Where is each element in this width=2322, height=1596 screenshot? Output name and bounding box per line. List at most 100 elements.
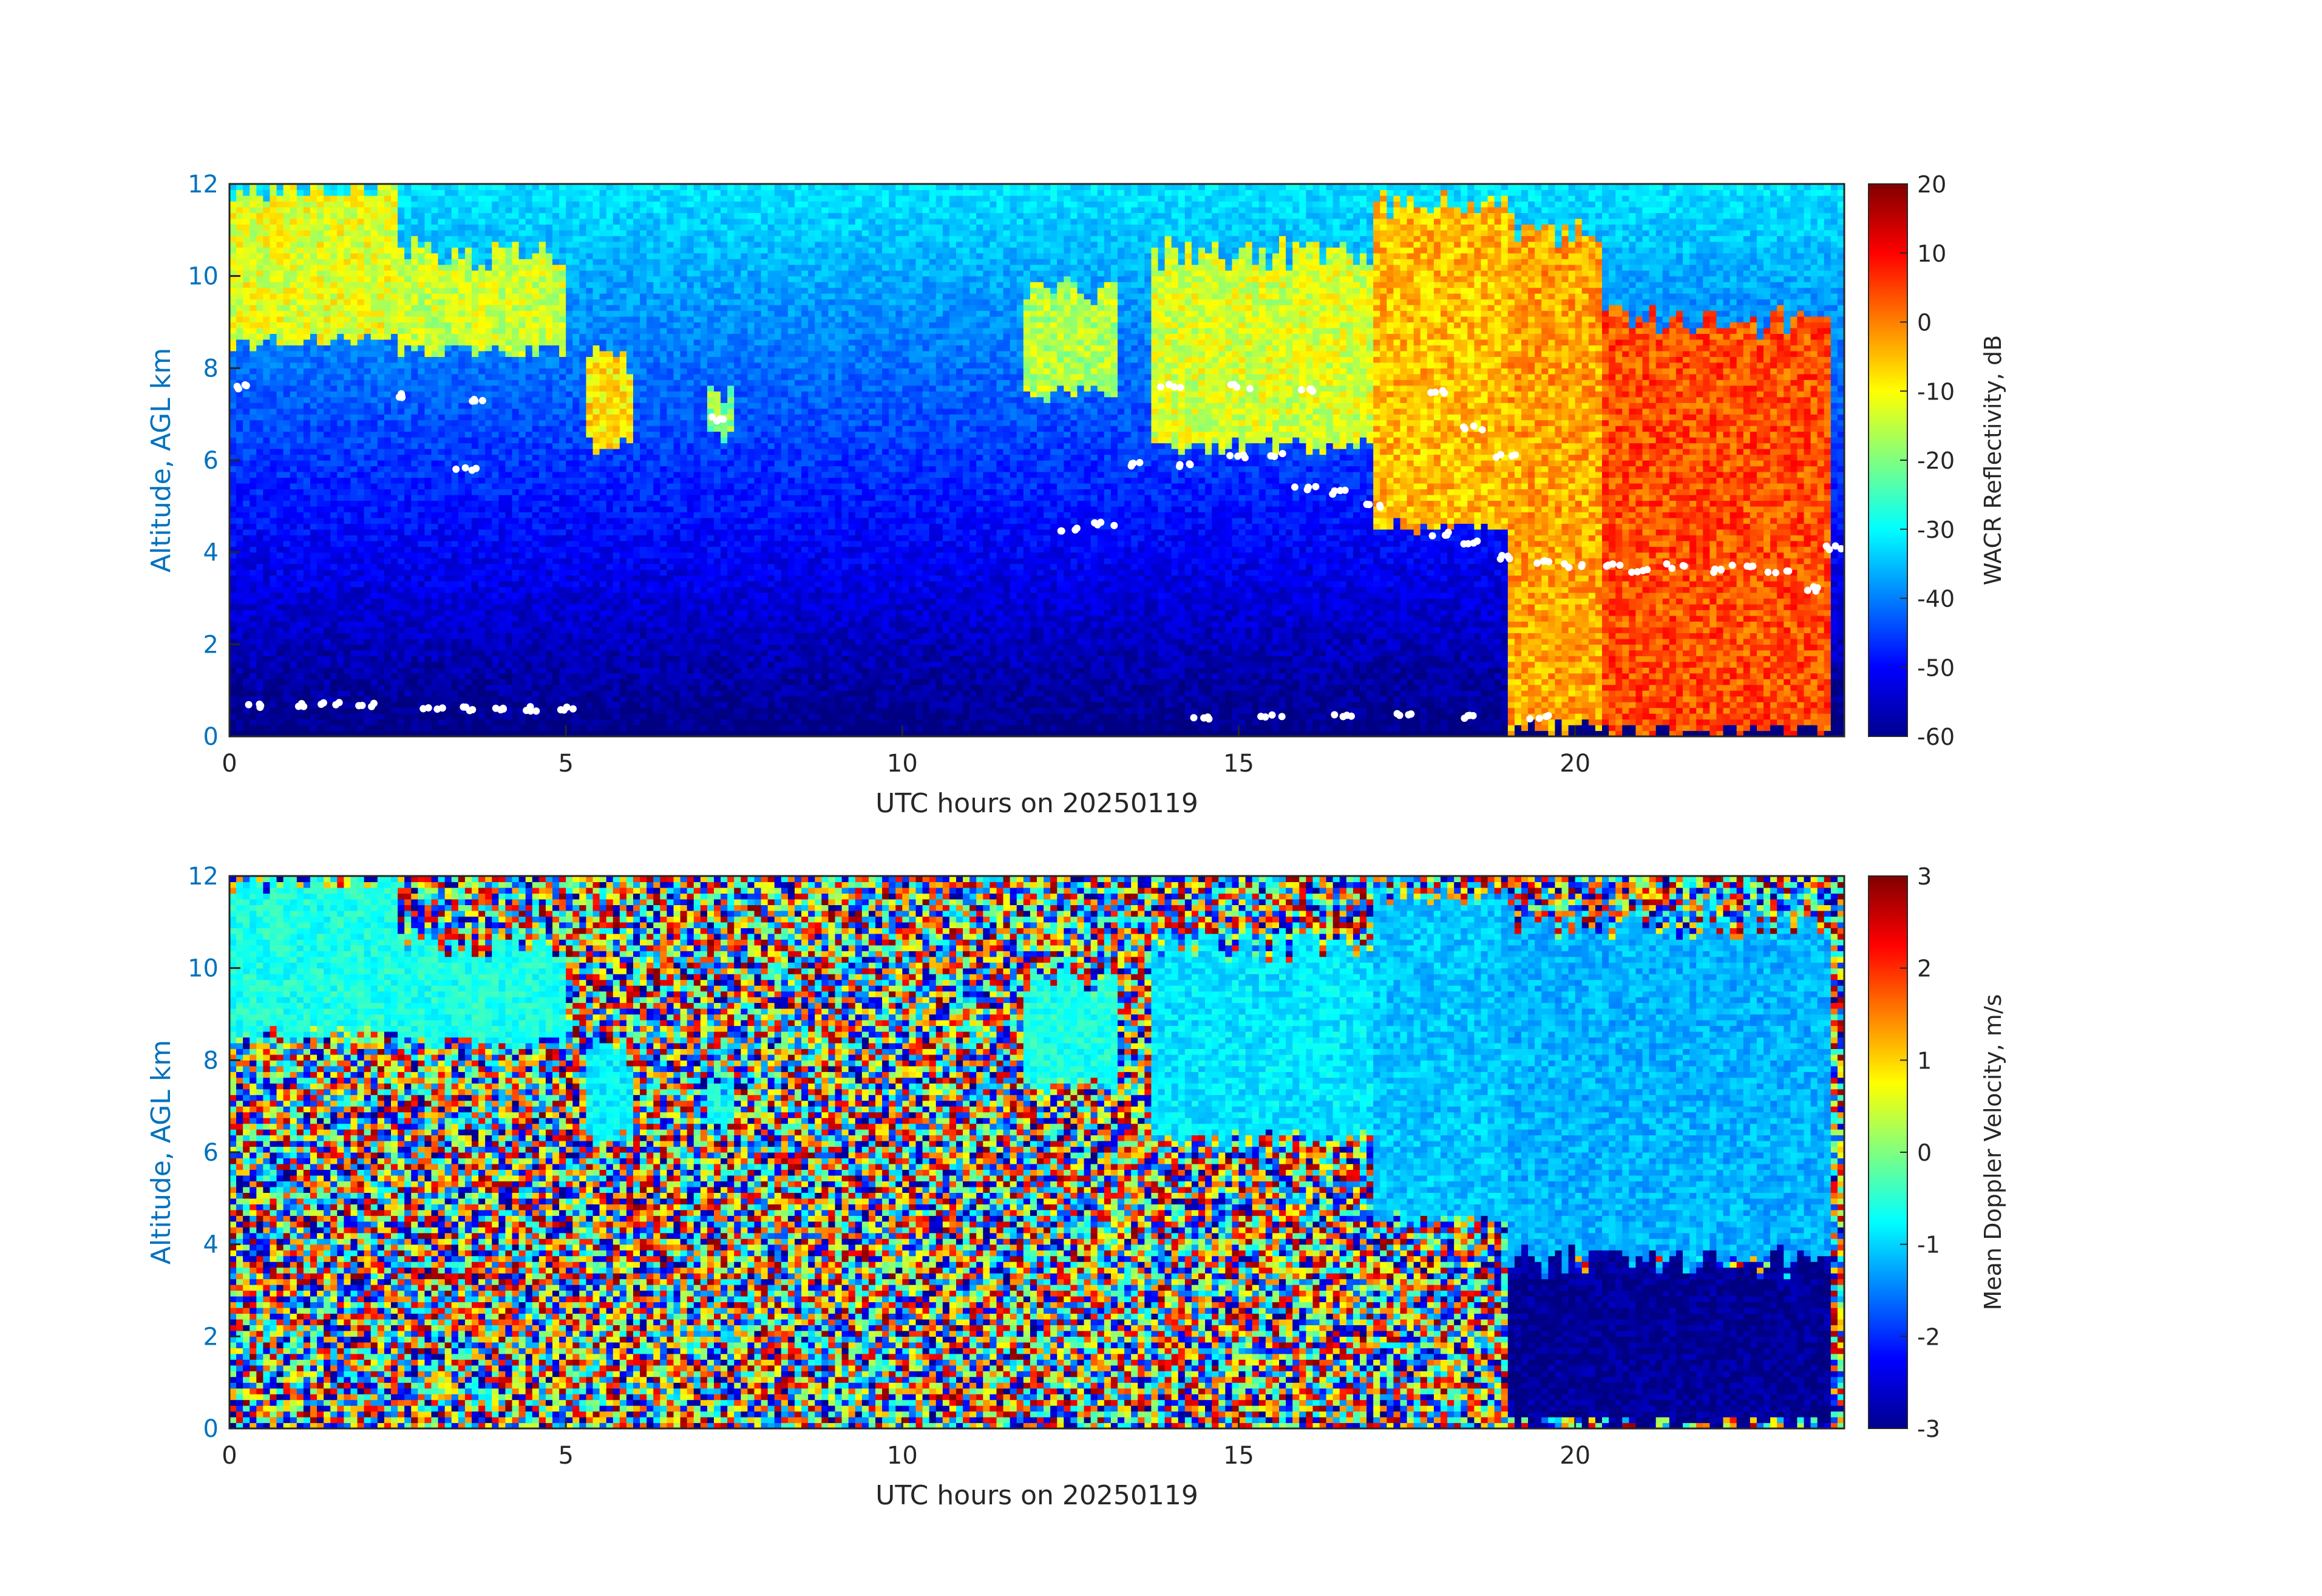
heatmap-cell <box>317 633 324 639</box>
heatmap-cell <box>337 362 344 368</box>
heatmap-cell <box>310 356 317 362</box>
heatmap-cell <box>256 627 263 633</box>
heatmap-cell <box>277 564 284 570</box>
heatmap-cell <box>324 627 331 633</box>
heatmap-cell <box>384 656 392 662</box>
heatmap-cell <box>358 351 365 357</box>
heatmap-cell <box>351 569 358 576</box>
heatmap-cell <box>324 356 331 362</box>
heatmap-cell <box>277 339 284 345</box>
heatmap-cell <box>391 633 398 639</box>
heatmap-cell <box>256 546 263 552</box>
heatmap-cell <box>330 339 338 345</box>
heatmap-cell <box>310 195 317 202</box>
heatmap-cell <box>297 293 304 299</box>
heatmap-cell <box>250 576 257 582</box>
heatmap-cell <box>358 195 365 202</box>
heatmap-cell <box>378 305 385 311</box>
heatmap-cell <box>317 639 324 645</box>
heatmap-cell <box>371 460 378 466</box>
heatmap-cell <box>337 432 344 438</box>
heatmap-cell <box>297 288 304 294</box>
heatmap-cell <box>378 455 385 461</box>
heatmap-cell <box>256 328 263 334</box>
heatmap-cell <box>344 437 351 443</box>
heatmap-cell <box>229 333 237 339</box>
heatmap-cell <box>324 311 331 317</box>
heatmap-cell <box>391 708 398 714</box>
heatmap-cell <box>263 662 270 668</box>
heatmap-cell <box>290 328 297 334</box>
heatmap-cell <box>277 362 284 368</box>
heatmap-cell <box>256 265 263 271</box>
heatmap-cell <box>236 316 243 322</box>
heatmap-cell <box>250 201 257 207</box>
heatmap-cell <box>371 402 378 409</box>
heatmap-cell <box>229 432 237 438</box>
heatmap-cell <box>250 656 257 662</box>
heatmap-cell <box>263 443 270 449</box>
heatmap-cell <box>304 311 311 317</box>
heatmap-cell <box>371 299 378 305</box>
heatmap-cell <box>344 288 351 294</box>
heatmap-cell <box>263 328 270 334</box>
heatmap-cell <box>283 236 291 242</box>
heatmap-cell <box>371 685 378 691</box>
heatmap-cell <box>378 656 385 662</box>
heatmap-cell <box>304 558 311 564</box>
heatmap-cell <box>351 633 358 639</box>
heatmap-cell <box>317 391 324 397</box>
heatmap-cell <box>297 713 304 719</box>
heatmap-cell <box>290 644 297 650</box>
heatmap-cell <box>358 282 365 288</box>
heatmap-cell <box>384 351 392 357</box>
heatmap-cell <box>263 489 270 495</box>
heatmap-cell <box>351 184 358 190</box>
heatmap-cell <box>297 610 304 616</box>
heatmap-cell <box>236 477 243 483</box>
heatmap-cell <box>229 397 237 403</box>
heatmap-cell <box>378 708 385 714</box>
heatmap-cell <box>337 443 344 449</box>
heatmap-cell <box>371 610 378 616</box>
heatmap-cell <box>304 713 311 719</box>
heatmap-cell <box>317 558 324 564</box>
heatmap-cell <box>344 587 351 593</box>
heatmap-cell <box>384 443 392 449</box>
heatmap-cell <box>277 184 284 190</box>
heatmap-cell <box>351 420 358 426</box>
heatmap-cell <box>277 541 284 547</box>
heatmap-cell <box>378 690 385 696</box>
heatmap-cell <box>250 212 257 219</box>
heatmap-cell <box>304 518 311 524</box>
heatmap-cell <box>317 311 324 317</box>
heatmap-cell <box>250 265 257 271</box>
heatmap-cell <box>283 345 291 351</box>
heatmap-cell <box>250 333 257 339</box>
heatmap-cell <box>351 299 358 305</box>
heatmap-cell <box>358 247 365 253</box>
heatmap-cell <box>270 477 277 483</box>
heatmap-cell <box>310 426 317 432</box>
heatmap-cell <box>263 639 270 645</box>
heatmap-cell <box>277 305 284 311</box>
heatmap-cell <box>263 610 270 616</box>
heatmap-cell <box>351 282 358 288</box>
heatmap-cell <box>317 288 324 294</box>
heatmap-cell <box>277 374 284 380</box>
heatmap-cell <box>297 587 304 593</box>
heatmap-cell <box>256 195 263 202</box>
heatmap-cell <box>297 201 304 207</box>
heatmap-cell <box>384 224 392 230</box>
heatmap-cell <box>337 495 344 501</box>
heatmap-cell <box>236 529 243 535</box>
heatmap-cell <box>330 713 338 719</box>
heatmap-cell <box>283 207 291 213</box>
heatmap-cell <box>317 379 324 385</box>
heatmap-cell <box>358 443 365 449</box>
heatmap-cell <box>337 569 344 576</box>
heatmap-cell <box>290 673 297 679</box>
heatmap-cell <box>243 368 250 374</box>
heatmap-cell <box>378 460 385 466</box>
heatmap-cell <box>337 409 344 415</box>
